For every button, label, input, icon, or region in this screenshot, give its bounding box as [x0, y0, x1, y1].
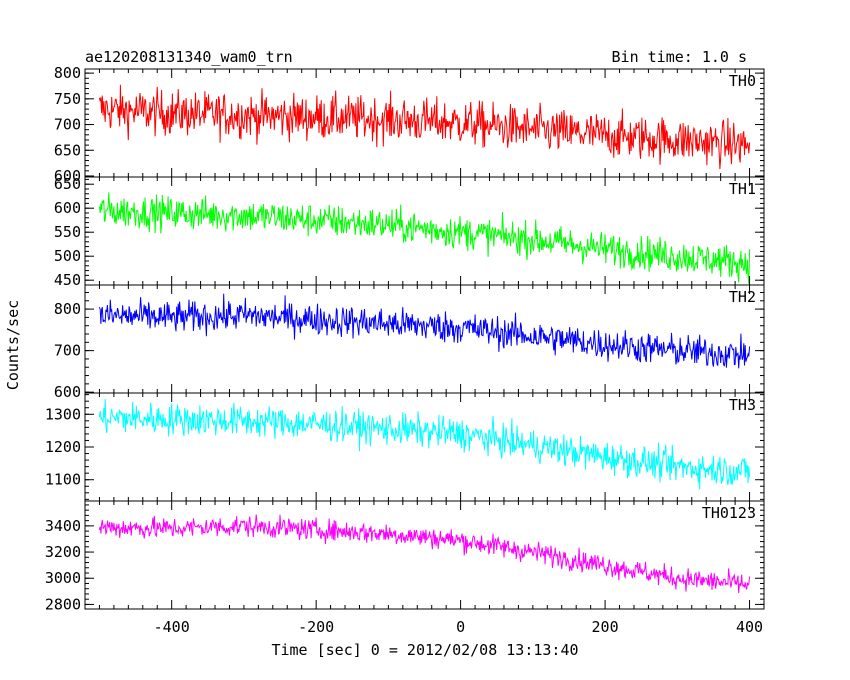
y-tick-label: 800 — [54, 300, 81, 318]
x-tick-label: 200 — [592, 618, 619, 636]
panel-frame-th2 — [84, 284, 765, 394]
y-tick-label: 650 — [54, 141, 81, 159]
y-tick-label: 700 — [54, 116, 81, 134]
series-name: TH3 — [729, 396, 756, 414]
x-tick-label: -200 — [298, 618, 334, 636]
y-tick-label: 3000 — [45, 569, 81, 587]
series-name: TH0123 — [702, 504, 756, 522]
y-tick-label: 700 — [54, 342, 81, 360]
y-tick-label: 500 — [54, 247, 81, 265]
y-tick-label: 3400 — [45, 517, 81, 535]
y-tick-label: 750 — [54, 90, 81, 108]
series-name: TH2 — [729, 288, 756, 306]
y-tick-label: 1300 — [45, 405, 81, 423]
y-tick-label: 1100 — [45, 471, 81, 489]
y-tick-label: 650 — [54, 175, 81, 193]
x-axis-label: Time [sec] 0 = 2012/02/08 13:13:40 — [271, 641, 578, 659]
series-line-th3 — [98, 398, 751, 490]
x-tick-label: -400 — [154, 618, 190, 636]
x-tick-label: 0 — [456, 618, 465, 636]
series-line-th0 — [98, 84, 751, 170]
series-name: TH1 — [729, 180, 756, 198]
y-tick-label: 600 — [54, 383, 81, 401]
panel-frame-th0123 — [84, 500, 765, 610]
y-tick-label: 2800 — [45, 595, 81, 613]
series-line-th1 — [98, 192, 751, 284]
figure-title: ae120208131340_wam0_trn — [85, 48, 293, 66]
y-tick-label: 3200 — [45, 543, 81, 561]
y-tick-label: 600 — [54, 199, 81, 217]
y-tick-label: 450 — [54, 271, 81, 289]
y-axis-label: Counts/sec — [4, 300, 22, 390]
series-line-th2 — [98, 293, 751, 369]
y-tick-label: 800 — [54, 64, 81, 82]
x-tick-label: 400 — [736, 618, 763, 636]
bin-time-label: Bin time: 1.0 s — [612, 48, 747, 66]
series-line-th0123 — [98, 514, 751, 594]
panel-frame-th1 — [84, 176, 765, 286]
series-name: TH0 — [729, 72, 756, 90]
y-tick-label: 600 — [54, 167, 81, 185]
panel-frame-th3 — [84, 392, 765, 502]
y-tick-label: 1200 — [45, 438, 81, 456]
y-tick-label: 550 — [54, 223, 81, 241]
